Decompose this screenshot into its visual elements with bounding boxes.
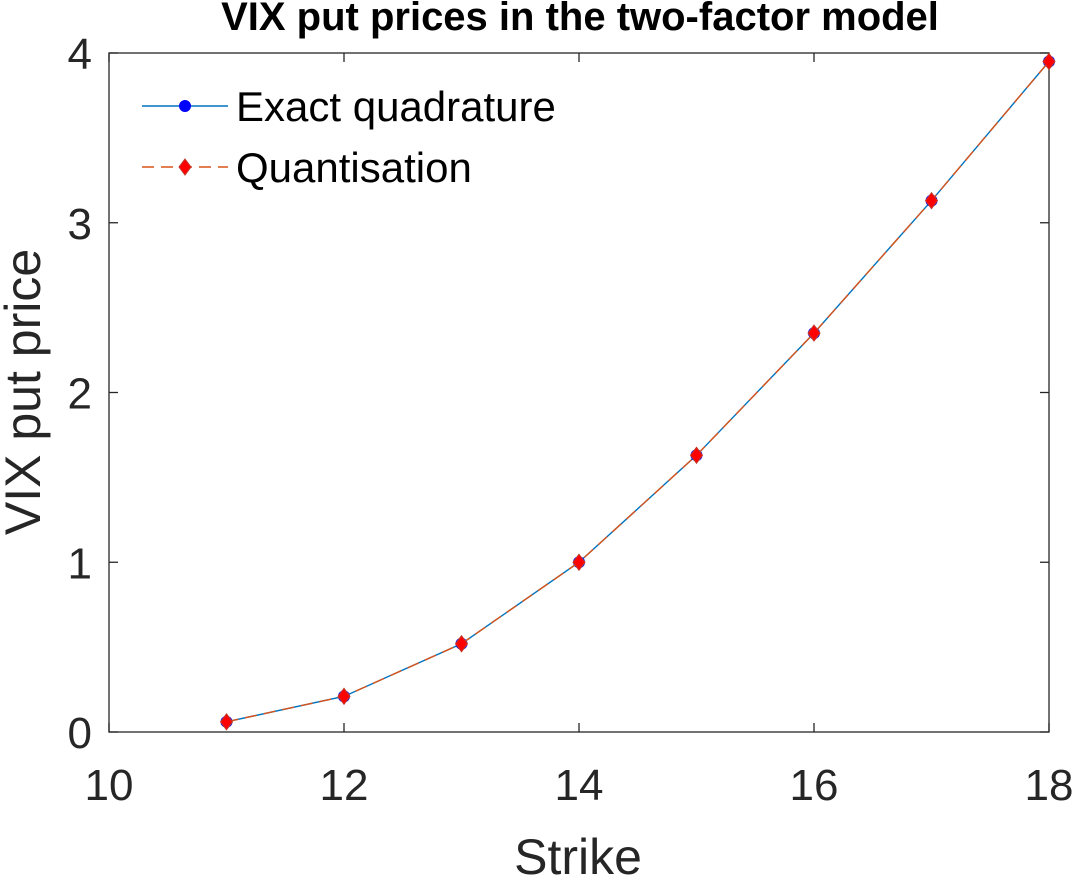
legend-label: Quantisation xyxy=(236,144,472,191)
data-point xyxy=(1042,52,1056,71)
series-layer xyxy=(219,52,1056,731)
x-tick-label: 10 xyxy=(85,761,134,810)
legend: Exact quadrature Quantisation xyxy=(142,83,556,191)
y-tick-label: 3 xyxy=(68,200,92,249)
x-axis: 10 12 14 16 18 xyxy=(85,53,1074,810)
x-tick-label: 16 xyxy=(790,761,839,810)
legend-item-1: Exact quadrature xyxy=(142,83,556,130)
x-axis-label: Strike xyxy=(514,829,642,880)
x-tick-label: 18 xyxy=(1025,761,1074,810)
data-point xyxy=(572,553,586,572)
data-point xyxy=(924,191,939,210)
x-tick-label: 14 xyxy=(555,761,604,810)
y-tick-label: 1 xyxy=(68,539,92,588)
series-2 xyxy=(219,52,1056,731)
y-tick-label: 4 xyxy=(68,30,92,79)
y-axis: 0 1 2 3 4 xyxy=(68,30,1049,758)
plot-frame xyxy=(108,52,1050,733)
chart-title: VIX put prices in the two-factor model xyxy=(221,0,939,39)
plot-area xyxy=(108,52,1050,733)
y-axis-label: VIX put price xyxy=(0,249,51,535)
legend-marker xyxy=(179,100,191,112)
data-point xyxy=(807,324,821,342)
data-point xyxy=(337,687,351,706)
data-point xyxy=(219,712,234,731)
y-tick-label: 2 xyxy=(68,370,92,419)
legend-label: Exact quadrature xyxy=(236,83,556,130)
data-point xyxy=(454,634,469,653)
series-line xyxy=(226,61,1050,723)
legend-marker xyxy=(178,158,192,176)
y-tick-label: 0 xyxy=(68,709,92,758)
x-tick-label: 12 xyxy=(320,761,369,810)
data-point xyxy=(689,446,704,465)
legend-item-2: Quantisation xyxy=(142,144,472,191)
